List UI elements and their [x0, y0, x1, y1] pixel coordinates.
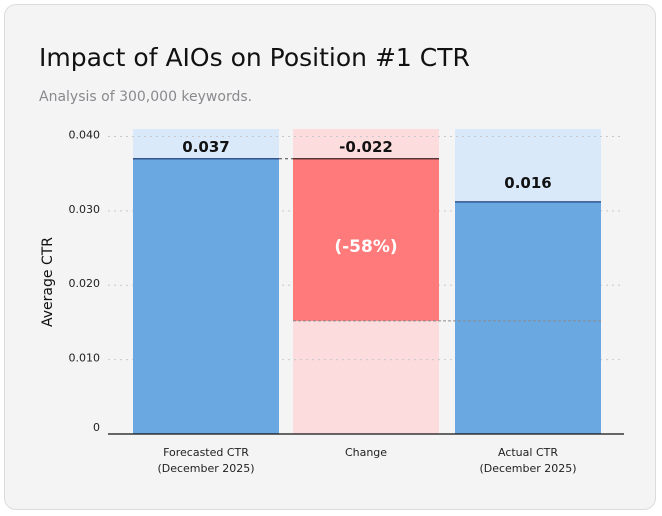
bar — [133, 158, 279, 434]
bar-inner-label: (-58%) — [334, 237, 397, 257]
data-label: 0.016 — [504, 174, 551, 192]
bar — [455, 201, 601, 434]
y-tick-label: 0.020 — [69, 277, 101, 290]
data-label: 0.037 — [182, 138, 229, 156]
chart-subtitle: Analysis of 300,000 keywords. — [39, 89, 253, 105]
y-tick-label: 0.040 — [69, 128, 101, 141]
x-tick-label: Forecasted CTR — [163, 446, 249, 459]
y-tick-label: 0.030 — [69, 203, 101, 216]
data-label: -0.022 — [339, 138, 393, 156]
chart-title: Impact of AIOs on Position #1 CTR — [39, 43, 470, 72]
x-tick-label: Change — [345, 446, 387, 459]
y-axis-label: Average CTR — [40, 237, 56, 327]
y-tick-label: 0.010 — [69, 352, 101, 365]
bar — [293, 158, 439, 321]
x-tick-label-line2: (December 2025) — [157, 462, 254, 475]
x-tick-label-line2: (December 2025) — [479, 462, 576, 475]
y-tick-label: 0 — [93, 421, 100, 434]
x-tick-label: Actual CTR — [498, 446, 558, 459]
